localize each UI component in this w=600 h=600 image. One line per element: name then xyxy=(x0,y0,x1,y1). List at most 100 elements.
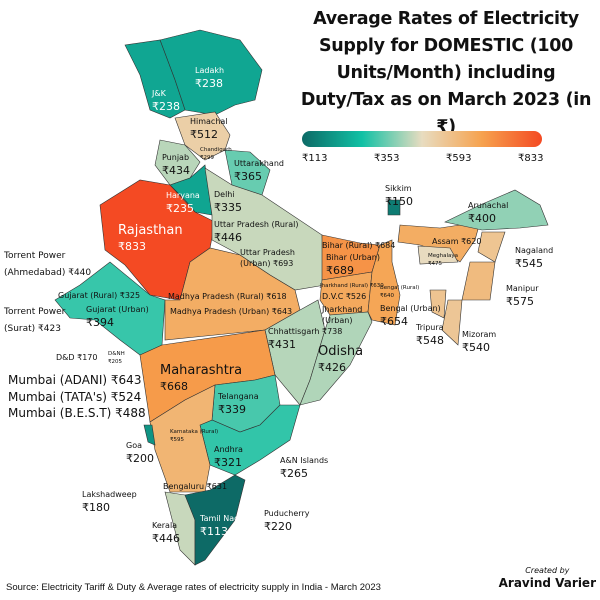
region-value: ₹113 xyxy=(200,525,228,538)
region-label-uttar-pradesh-rural-: Uttar Pradesh (Rural) ₹446 xyxy=(214,219,298,245)
region-name: Mizoram xyxy=(462,330,497,339)
region-name: Bihar (Urban) xyxy=(326,253,380,262)
region-j-k xyxy=(124,39,186,119)
legend-tick: ₹593 xyxy=(446,153,472,164)
region-manipur xyxy=(461,261,496,301)
region-label-d-d: D&D ₹170 xyxy=(56,352,97,363)
region-name: Gujarat (Urban) xyxy=(86,305,149,314)
region-value: ₹548 xyxy=(416,334,444,347)
region-label-odisha: Odisha ₹426 xyxy=(318,343,363,375)
region-label-telangana: Telangana ₹339 xyxy=(218,391,259,417)
region-madhya-pradesh-rural- xyxy=(164,247,301,341)
mumbai-best-label: Mumbai (B.E.S.T) ₹488 xyxy=(8,406,146,420)
torrent-surat-label: Torrent Power (Surat) ₹423 xyxy=(4,304,65,338)
region-name: Maharashtra xyxy=(160,363,243,378)
region-name: Madhya Pradesh (Urban) xyxy=(170,307,270,316)
region-name: Jharkhand (Rural) xyxy=(320,283,369,289)
region-value: ₹689 xyxy=(326,264,354,277)
region-value: ₹339 xyxy=(218,403,246,416)
region-name: Nagaland xyxy=(515,246,554,255)
legend-tick: ₹353 xyxy=(374,153,400,164)
region-label-sikkim: Sikkim ₹150 xyxy=(385,183,413,209)
region-value: ₹540 xyxy=(462,341,490,354)
region-label-j-k: J&K ₹238 xyxy=(152,88,180,114)
region-tamil-nadu xyxy=(184,474,246,566)
region-name: Chhattisgarh xyxy=(268,327,320,336)
region-label-delhi: Delhi ₹335 xyxy=(214,189,242,215)
region-value: ₹833 xyxy=(118,240,146,253)
region-label-bengal-urban-: Bengal (Urban) ₹654 xyxy=(380,303,441,329)
region-label-karnataka-rural-: Karnataka (Rural) ₹595 xyxy=(170,428,218,444)
region-value: ₹654 xyxy=(380,315,408,328)
region-value: ₹738 xyxy=(322,327,343,336)
region-name: Madhya Pradesh (Rural) xyxy=(168,292,264,301)
region-label-gujarat-rural-: Gujarat (Rural) ₹325 xyxy=(58,290,140,301)
region-value: ₹335 xyxy=(214,201,242,214)
region-value: ₹265 xyxy=(280,467,308,480)
legend-tick: ₹113 xyxy=(302,153,328,164)
region-label-bihar-urban-: Bihar (Urban) ₹689 xyxy=(326,252,380,278)
region-value: ₹631 xyxy=(206,482,228,491)
region-name: Haryana xyxy=(166,191,200,200)
region-name: D&D xyxy=(56,353,75,362)
label-line: (Ahmedabad) ₹440 xyxy=(4,268,92,278)
region-name: D&NH xyxy=(108,351,125,357)
region-name: Assam xyxy=(432,237,459,246)
region-name: Uttar Pradesh (Urban) xyxy=(240,248,295,268)
region-label-bengaluru: Bengaluru ₹631 xyxy=(163,481,227,492)
region-label-uttar-pradesh-urban-: Uttar Pradesh (Urban) ₹693 xyxy=(240,247,310,269)
region-value: ₹446 xyxy=(214,231,242,244)
region-label-himachal: Himachal ₹512 xyxy=(190,116,228,142)
region-name: Meghalaya xyxy=(428,253,459,259)
region-value: ₹526 xyxy=(345,292,367,301)
region-value: ₹400 xyxy=(468,212,496,225)
region-label-mizoram: Mizoram ₹540 xyxy=(462,329,496,355)
region-value: ₹170 xyxy=(77,353,98,362)
region-label-jharkhand-urban-: Jharkhand (Urban) ₹738 xyxy=(322,304,372,337)
region-label-tamil-nadu: Tamil Nadu ₹113 xyxy=(200,513,244,539)
region-label-kerala: Kerala ₹446 xyxy=(152,520,180,546)
region-name: Puducherry xyxy=(264,509,310,518)
region-label-andhra: Andhra ₹321 xyxy=(214,444,243,470)
mumbai-tata-label: Mumbai (TATA's) ₹524 xyxy=(8,390,142,404)
region-value: ₹512 xyxy=(190,128,218,141)
region-name: Punjab xyxy=(162,153,190,162)
region-name: Tripura xyxy=(416,323,444,332)
credit: Created by Aravind Varier xyxy=(499,566,596,591)
region-label-punjab: Punjab ₹434 xyxy=(162,152,190,178)
region-label-chandigarh: Chandigarh ₹299 xyxy=(200,146,232,162)
region-name: Chandigarh xyxy=(200,147,232,153)
region-value: ₹365 xyxy=(234,170,262,183)
region-value: ₹575 xyxy=(506,295,534,308)
region-label-rajasthan: Rajasthan ₹833 xyxy=(118,222,183,254)
region-name: Uttar Pradesh (Rural) xyxy=(214,220,299,229)
region-name: J&K xyxy=(152,89,166,98)
region-name: Rajasthan xyxy=(118,223,183,238)
region-uttarakhand xyxy=(224,149,271,196)
region-value: ₹475 xyxy=(428,261,442,267)
region-name: Tamil Nadu xyxy=(200,514,245,523)
region-label-puducherry: Puducherry ₹220 xyxy=(264,508,309,534)
region-label-nagaland: Nagaland ₹545 xyxy=(515,245,553,271)
region-name: Lakshadweep xyxy=(82,490,137,499)
region-name: A&N Islands xyxy=(280,456,329,465)
region-value: ₹180 xyxy=(82,501,110,514)
region-value: ₹321 xyxy=(214,456,242,469)
region-name: D.V.C xyxy=(322,292,344,301)
map-title: Average Rates of Electricity Supply for … xyxy=(300,9,592,137)
color-scale-bar xyxy=(302,131,542,147)
region-label-bihar-rural-: Bihar (Rural) ₹684 xyxy=(322,240,395,251)
region-name: Manipur xyxy=(506,284,539,293)
region-nagaland xyxy=(477,231,506,263)
region-name: Delhi xyxy=(214,190,235,199)
region-value: ₹640 xyxy=(380,293,394,299)
region-label-jharkhand-rural-: Jharkhand (Rural) ₹630 xyxy=(320,282,384,290)
region-value: ₹325 xyxy=(119,291,141,300)
region-value: ₹238 xyxy=(152,100,180,113)
region-name: Kerala xyxy=(152,521,178,530)
region-name: Karnataka (Rural) xyxy=(170,429,219,435)
region-label-maharashtra: Maharashtra ₹668 xyxy=(160,362,242,394)
region-tripura xyxy=(429,289,447,319)
region-name: Himachal xyxy=(190,117,228,126)
